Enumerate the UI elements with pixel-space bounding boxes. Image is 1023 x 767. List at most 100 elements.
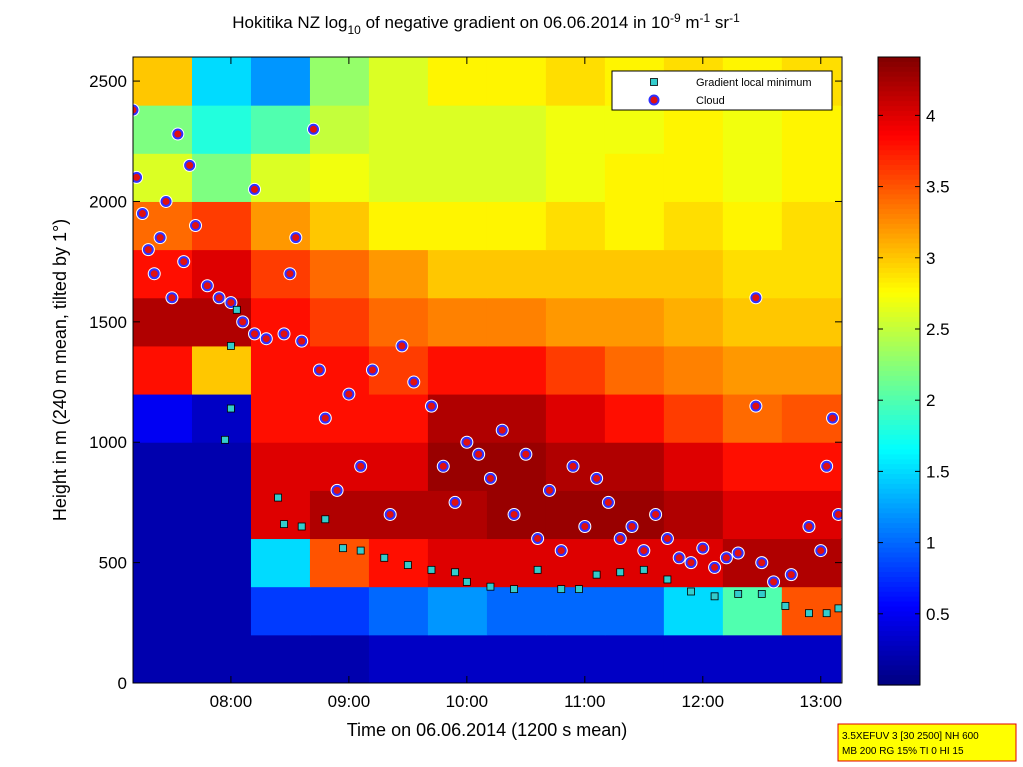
- cloud-marker: [785, 569, 797, 581]
- annotation-box: [837, 723, 1017, 762]
- colorbar-strip: [878, 238, 920, 245]
- cloud-marker: [567, 460, 579, 472]
- colorbar-strip: [878, 248, 920, 254]
- heatmap-cell: [368, 394, 429, 443]
- colorbar-strip: [878, 557, 920, 563]
- colorbar-strip: [878, 655, 920, 662]
- gradient-minimum-marker: [822, 609, 831, 618]
- cloud-marker: [532, 533, 544, 545]
- cloud-marker: [425, 400, 437, 412]
- colorbar-strip: [878, 626, 920, 632]
- heatmap-cell: [191, 105, 252, 154]
- cloud-marker: [803, 521, 815, 532]
- colorbar-frame: [877, 56, 921, 686]
- colorbar-strip: [878, 400, 920, 406]
- heatmap-cell: [663, 297, 724, 347]
- colorbar-strip: [878, 474, 920, 480]
- heatmap-cell: [663, 249, 724, 299]
- heatmap-cell: [545, 586, 606, 636]
- heatmap-cell: [545, 490, 606, 540]
- colorbar-strip: [878, 81, 920, 88]
- colorbar-strip: [878, 179, 920, 186]
- colorbar-strip: [878, 199, 920, 205]
- colorbar-strip: [878, 410, 920, 416]
- colorbar-strip: [878, 307, 920, 313]
- gradient-minimum-marker: [710, 592, 719, 601]
- colorbar-strip: [878, 572, 920, 578]
- cloud-marker: [815, 545, 827, 557]
- heatmap-cell: [545, 201, 606, 251]
- heatmap-cell: [486, 586, 547, 636]
- colorbar-strip: [878, 675, 920, 681]
- heatmap-cell: [368, 201, 429, 251]
- colorbar-strip: [878, 528, 920, 534]
- colorbar-strip: [878, 611, 920, 617]
- heatmap-cell: [133, 297, 193, 347]
- colorbar-strip: [878, 567, 920, 573]
- chart-title: Hokitika NZ log10 of negative gradient o…: [232, 11, 740, 37]
- x-axis-label: Time on 06.06.2014 (1200 s mean): [347, 720, 628, 740]
- colorbar-strip: [878, 346, 920, 352]
- heatmap-cell: [545, 249, 606, 299]
- heatmap-cell: [604, 105, 665, 154]
- gradient-minimum-marker: [403, 561, 412, 569]
- heatmap-cell: [250, 538, 311, 588]
- cloud-marker: [237, 316, 249, 328]
- colorbar-strip: [878, 395, 920, 402]
- colorbar-strip: [878, 366, 920, 372]
- cloud-marker: [827, 412, 839, 424]
- colorbar-strip: [878, 596, 920, 603]
- heatmap-cell: [250, 201, 311, 251]
- heatmap-cell: [368, 249, 429, 299]
- gradient-minimum-marker: [339, 544, 347, 553]
- colorbar-strip: [878, 577, 920, 583]
- cloud-marker: [685, 557, 697, 569]
- title-segment: -9: [670, 11, 681, 25]
- cloud-marker: [166, 292, 178, 304]
- cloud-marker: [449, 496, 461, 508]
- annotation-text: 3.5XEFUV 3 [30 2500] NH 600: [842, 731, 979, 742]
- cloud-marker: [136, 208, 148, 219]
- colorbar-strip: [878, 601, 920, 608]
- heatmap-cell: [604, 538, 665, 588]
- colorbar-strip: [878, 562, 920, 568]
- heatmap-cell: [781, 105, 842, 154]
- colorbar-tick-label: 1: [926, 534, 935, 553]
- heatmap-cell: [250, 345, 311, 395]
- cloud-marker: [284, 268, 296, 280]
- cloud-marker: [296, 335, 308, 347]
- colorbar-strip: [878, 508, 920, 514]
- heatmap-cell: [191, 490, 252, 540]
- heatmap-cell: [309, 153, 370, 202]
- colorbar-strip: [878, 424, 920, 431]
- cloud-marker: [331, 484, 343, 496]
- cloud-marker: [437, 460, 449, 472]
- heatmap-cell: [486, 201, 547, 251]
- heatmap-cell: [133, 57, 193, 106]
- heatmap-cell: [486, 345, 547, 395]
- heatmap-cell: [309, 57, 370, 106]
- cloud-marker: [602, 496, 614, 508]
- cloud-marker: [720, 552, 732, 564]
- colorbar-strip: [878, 135, 920, 142]
- cloud-marker: [260, 333, 272, 345]
- heatmap-cell: [663, 345, 724, 395]
- heatmap-cell: [781, 153, 842, 202]
- colorbar-strip: [878, 552, 920, 559]
- colorbar-strip: [878, 209, 920, 215]
- cloud-marker: [520, 448, 532, 460]
- cloud-marker: [142, 244, 154, 256]
- cloud-marker: [661, 533, 673, 545]
- heatmap-cell: [663, 394, 724, 443]
- colorbar-strip: [878, 277, 920, 284]
- gradient-minimum-marker: [734, 590, 743, 598]
- heatmap-cell: [545, 538, 606, 588]
- heatmap-cell: [545, 57, 606, 106]
- cloud-marker: [366, 364, 378, 376]
- heatmap-cell: [427, 634, 488, 683]
- cloud-marker: [614, 533, 626, 545]
- x-tick-label: 11:00: [564, 692, 605, 711]
- colorbar-strip: [878, 375, 920, 382]
- heatmap-cell: [722, 153, 783, 202]
- colorbar-strip: [878, 645, 920, 652]
